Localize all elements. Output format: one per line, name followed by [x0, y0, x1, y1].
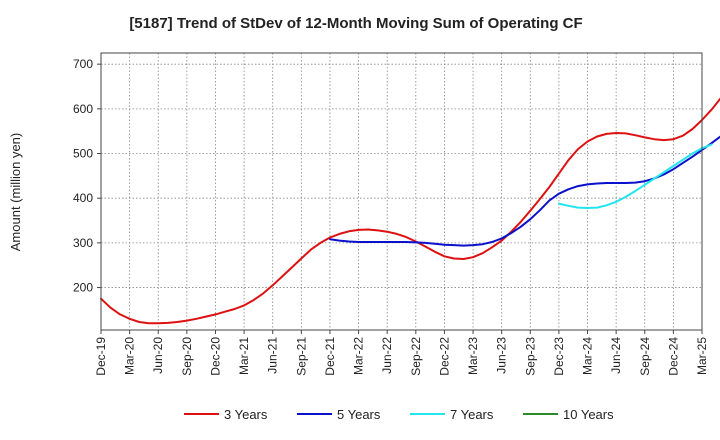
x-tick-label: Jun-20	[151, 337, 165, 374]
legend: 3 Years 5 Years 7 Years 10 Years	[184, 407, 614, 422]
x-tick-label: Mar-24	[581, 337, 595, 375]
x-tick-label: Jun-23	[495, 337, 509, 374]
x-tick-label: Dec-19	[94, 337, 108, 376]
x-tick-label: Sep-23	[523, 337, 537, 376]
legend-label-3-years: 3 Years	[224, 407, 268, 422]
x-tick-label: Dec-20	[208, 337, 222, 376]
x-tick-label: Mar-21	[237, 337, 251, 375]
x-tick-label: Jun-22	[380, 337, 394, 374]
x-tick-label: Jun-24	[609, 337, 623, 374]
plot-area	[100, 52, 703, 331]
x-tick-label: Dec-21	[323, 337, 337, 376]
y-tick-label: 700	[73, 57, 93, 71]
x-tick-label: Mar-20	[123, 337, 137, 375]
series-lines	[100, 97, 720, 325]
series-line-5-years	[329, 135, 720, 247]
y-axis-ticks: 200 300 400 500 600 700	[73, 57, 101, 295]
x-tick-label: Mar-23	[466, 337, 480, 375]
chart-title: [5187] Trend of StDev of 12-Month Moving…	[129, 15, 582, 32]
x-tick-label: Dec-22	[437, 337, 451, 376]
series-line-7-years	[557, 143, 713, 209]
y-tick-label: 500	[73, 147, 93, 161]
x-tick-label: Mar-25	[695, 337, 709, 375]
y-tick-label: 200	[73, 281, 93, 295]
y-axis-label: Amount (million yen)	[8, 133, 23, 252]
x-tick-label: Sep-20	[180, 337, 194, 376]
y-tick-label: 600	[73, 102, 93, 116]
x-tick-label: Mar-22	[352, 337, 366, 375]
legend-label-7-years: 7 Years	[450, 407, 494, 422]
legend-label-10-years: 10 Years	[563, 407, 614, 422]
y-tick-label: 300	[73, 236, 93, 250]
x-tick-label: Dec-24	[666, 337, 680, 376]
y-tick-label: 400	[73, 191, 93, 205]
grid-lines	[100, 53, 703, 330]
x-tick-label: Sep-22	[409, 337, 423, 376]
x-axis-ticks: Dec-19 Mar-20 Jun-20 Sep-20 Dec-20 Mar-21 Jun-…	[94, 330, 709, 376]
x-tick-label: Dec-23	[552, 337, 566, 376]
series-line-3-years	[100, 97, 720, 325]
legend-label-5-years: 5 Years	[337, 407, 381, 422]
x-tick-label: Jun-21	[266, 337, 280, 374]
x-tick-label: Sep-24	[638, 337, 652, 376]
x-tick-label: Sep-21	[294, 337, 308, 376]
